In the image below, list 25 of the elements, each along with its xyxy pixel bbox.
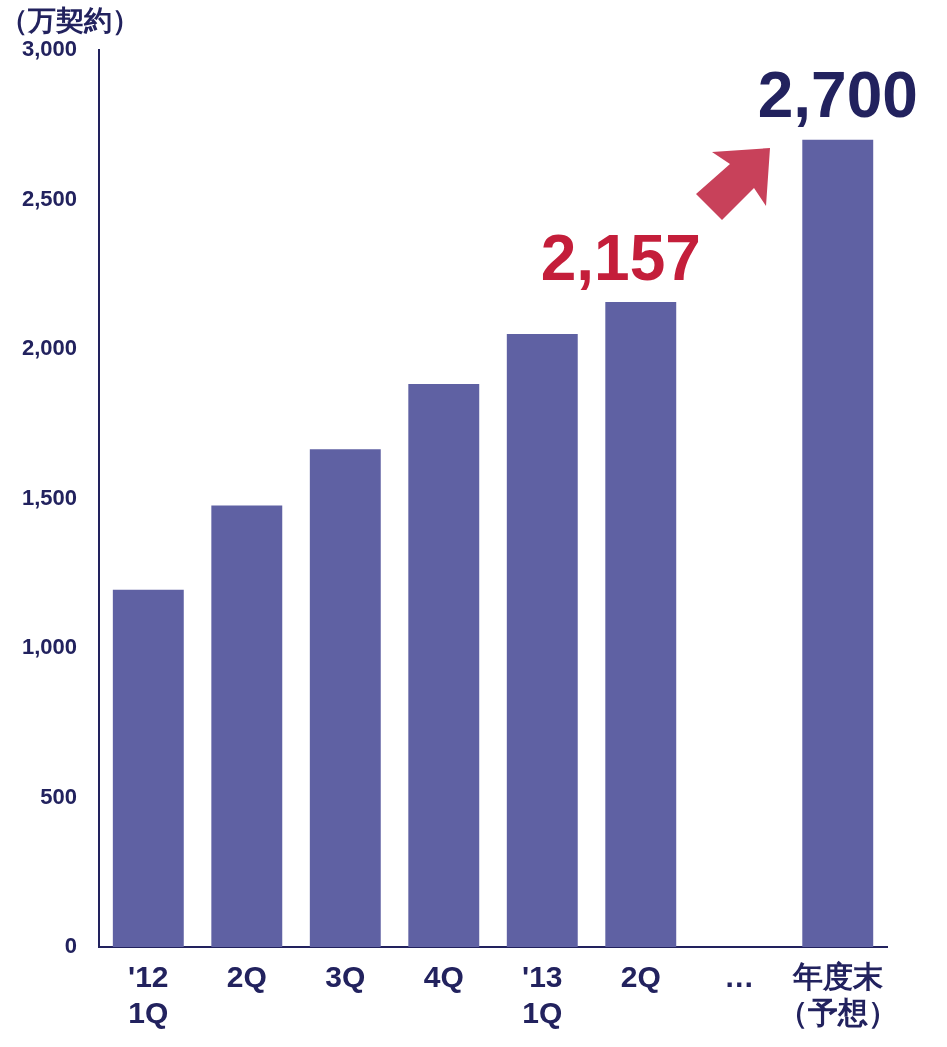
data-label: 2,157 — [540, 221, 701, 294]
bar — [408, 383, 480, 947]
y-tick-label: 3,000 — [21, 36, 78, 62]
bar — [506, 334, 578, 947]
y-tick-label: 0 — [64, 933, 78, 959]
x-tick-label: '13 1Q — [522, 960, 563, 1030]
x-tick-label: 3Q — [325, 960, 366, 994]
y-axis-title: （万契約） — [0, 4, 140, 36]
x-tick-label: 4Q — [423, 960, 464, 994]
x-tick-label: 2Q — [226, 960, 267, 994]
y-tick-label: 500 — [40, 783, 78, 809]
x-tick-label: 年度末（予想） — [777, 960, 898, 1030]
x-tick-label: '12 1Q — [128, 960, 169, 1030]
y-tick-label: 1,000 — [21, 634, 78, 660]
bar — [112, 589, 184, 947]
y-tick-label: 2,000 — [21, 335, 78, 361]
bar — [211, 505, 283, 947]
x-tick-label: 2Q — [620, 960, 661, 994]
y-tick-label: 1,500 — [21, 484, 78, 510]
x-tick-label: … — [724, 960, 755, 994]
data-label: 2,700 — [757, 59, 918, 132]
bar — [802, 139, 874, 947]
bar — [605, 302, 677, 947]
bar — [309, 449, 381, 947]
y-tick-label: 2,500 — [21, 185, 78, 211]
